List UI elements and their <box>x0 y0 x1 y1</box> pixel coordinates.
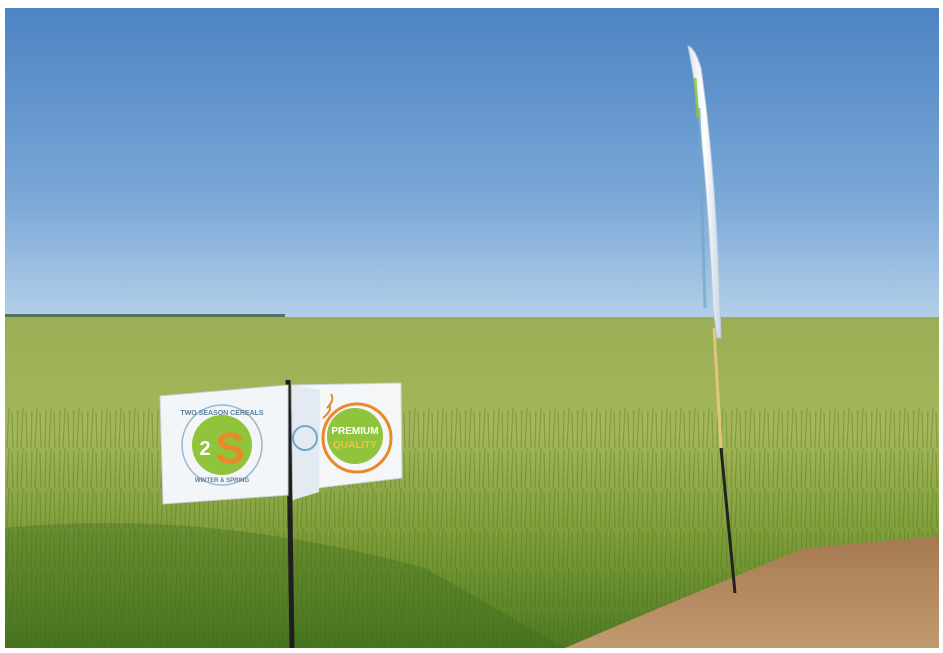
flag-left-logo-letter: S <box>215 424 244 473</box>
horizon-treeline <box>5 314 285 318</box>
premium-quality-badge-icon <box>321 402 393 474</box>
flag-right: PREMIUM QUALITY <box>291 382 403 501</box>
flag-left-logo-top: TWO SEASON CEREALS <box>180 410 264 417</box>
flag-right-badge-line2: QUALITY <box>333 440 377 451</box>
feather-banner <box>687 45 737 594</box>
sign-pole <box>285 379 295 648</box>
field-photo: TWO SEASON CEREALS 2 S WINTER & SPRING P… <box>5 8 939 648</box>
flag-right-badge-line1: PREMIUM <box>331 426 378 437</box>
2s-logo-icon <box>181 404 263 486</box>
wheat-ear-icon <box>322 393 334 419</box>
flag-left: TWO SEASON CEREALS 2 S WINTER & SPRING <box>159 384 289 505</box>
sky <box>5 8 939 318</box>
soil-patch <box>565 536 939 648</box>
flag-left-logo-bottom: WINTER & SPRING <box>195 478 250 484</box>
flag-left-logo-digit: 2 <box>199 438 210 460</box>
field-scene: TWO SEASON CEREALS 2 S WINTER & SPRING P… <box>5 8 939 648</box>
field-shadow <box>5 523 565 648</box>
